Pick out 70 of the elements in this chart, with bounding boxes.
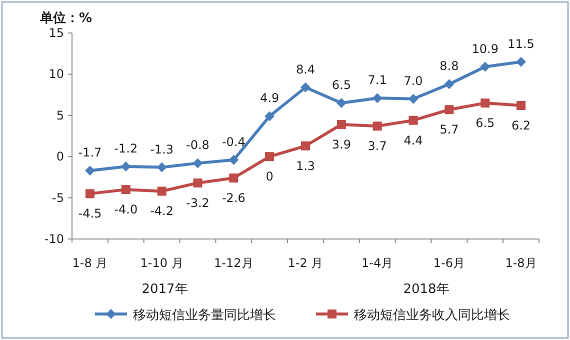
point [408, 94, 418, 104]
data-label: 11.5 [508, 36, 534, 51]
x-tick-label: 1-8月 [505, 256, 537, 270]
data-label: 3.9 [332, 137, 351, 152]
text: 2018年 [403, 282, 450, 297]
data-label: -0.8 [186, 138, 210, 152]
data-label: -1.7 [78, 146, 102, 160]
point [516, 56, 526, 67]
point [516, 101, 526, 110]
data-label: -0.4 [222, 134, 246, 149]
point [300, 82, 310, 92]
data-label: 4.9 [260, 91, 280, 106]
point [336, 120, 346, 129]
point [264, 111, 275, 122]
point [372, 93, 382, 104]
point [480, 62, 490, 72]
x-tick-label: 1-8 月 [72, 256, 108, 270]
point [480, 98, 490, 108]
x-tick-label: 1-4月 [362, 256, 394, 270]
point [157, 186, 166, 196]
point [192, 158, 203, 168]
data-label: 10.9 [472, 42, 498, 56]
legend-label: 移动短信业务收入同比增长 [354, 308, 510, 323]
point [121, 185, 130, 194]
y-tick-label: -5 [52, 190, 64, 205]
data-label: -3.2 [186, 196, 210, 210]
data-label: 1.3 [296, 158, 316, 173]
text: 2017年 [142, 282, 188, 297]
data-label: 3.7 [368, 139, 387, 154]
data-label: 8.4 [296, 62, 316, 76]
point [156, 162, 167, 172]
x-tick-label: 1-6月 [433, 256, 465, 270]
point [228, 154, 239, 165]
point [444, 105, 454, 114]
data-label: -4.5 [78, 206, 102, 221]
y-tick-label: 15 [48, 26, 64, 40]
data-label: 6.2 [511, 118, 531, 133]
data-label: -2.6 [222, 191, 246, 206]
data-label: 4.4 [404, 133, 423, 148]
point [408, 116, 418, 125]
y-tick-label: 0 [56, 150, 64, 164]
point [372, 122, 382, 131]
x-tick-label: 1-2 月 [288, 256, 324, 270]
point [85, 189, 94, 198]
data-label: 5.7 [440, 122, 459, 137]
legend-label: 移动短信业务量同比增长 [133, 308, 276, 323]
point [120, 161, 131, 172]
x-tick-label: 1-12月 [214, 256, 254, 270]
x-tick-label: 1-10 月 [140, 256, 184, 270]
point [336, 98, 346, 108]
y-tick-label: 5 [56, 108, 64, 122]
point [265, 152, 274, 162]
point [193, 178, 202, 188]
y-tick-label: -10 [44, 232, 64, 246]
data-label: 7.0 [404, 74, 423, 88]
data-label: -4.0 [114, 202, 138, 217]
data-label: 8.8 [440, 59, 459, 74]
data-label: 6.5 [476, 116, 495, 130]
point [301, 141, 310, 150]
data-label: 0 [266, 170, 274, 184]
data-label: -1.2 [114, 141, 138, 156]
point [84, 166, 95, 176]
data-label: -4.2 [150, 204, 174, 218]
data-label: 6.5 [332, 78, 351, 92]
point [229, 174, 238, 183]
data-label: -1.3 [150, 142, 174, 156]
y-axis-title: 单位：% [39, 10, 92, 26]
data-label: 7.1 [368, 73, 387, 88]
y-tick-label: 10 [48, 67, 64, 82]
point [444, 79, 454, 90]
